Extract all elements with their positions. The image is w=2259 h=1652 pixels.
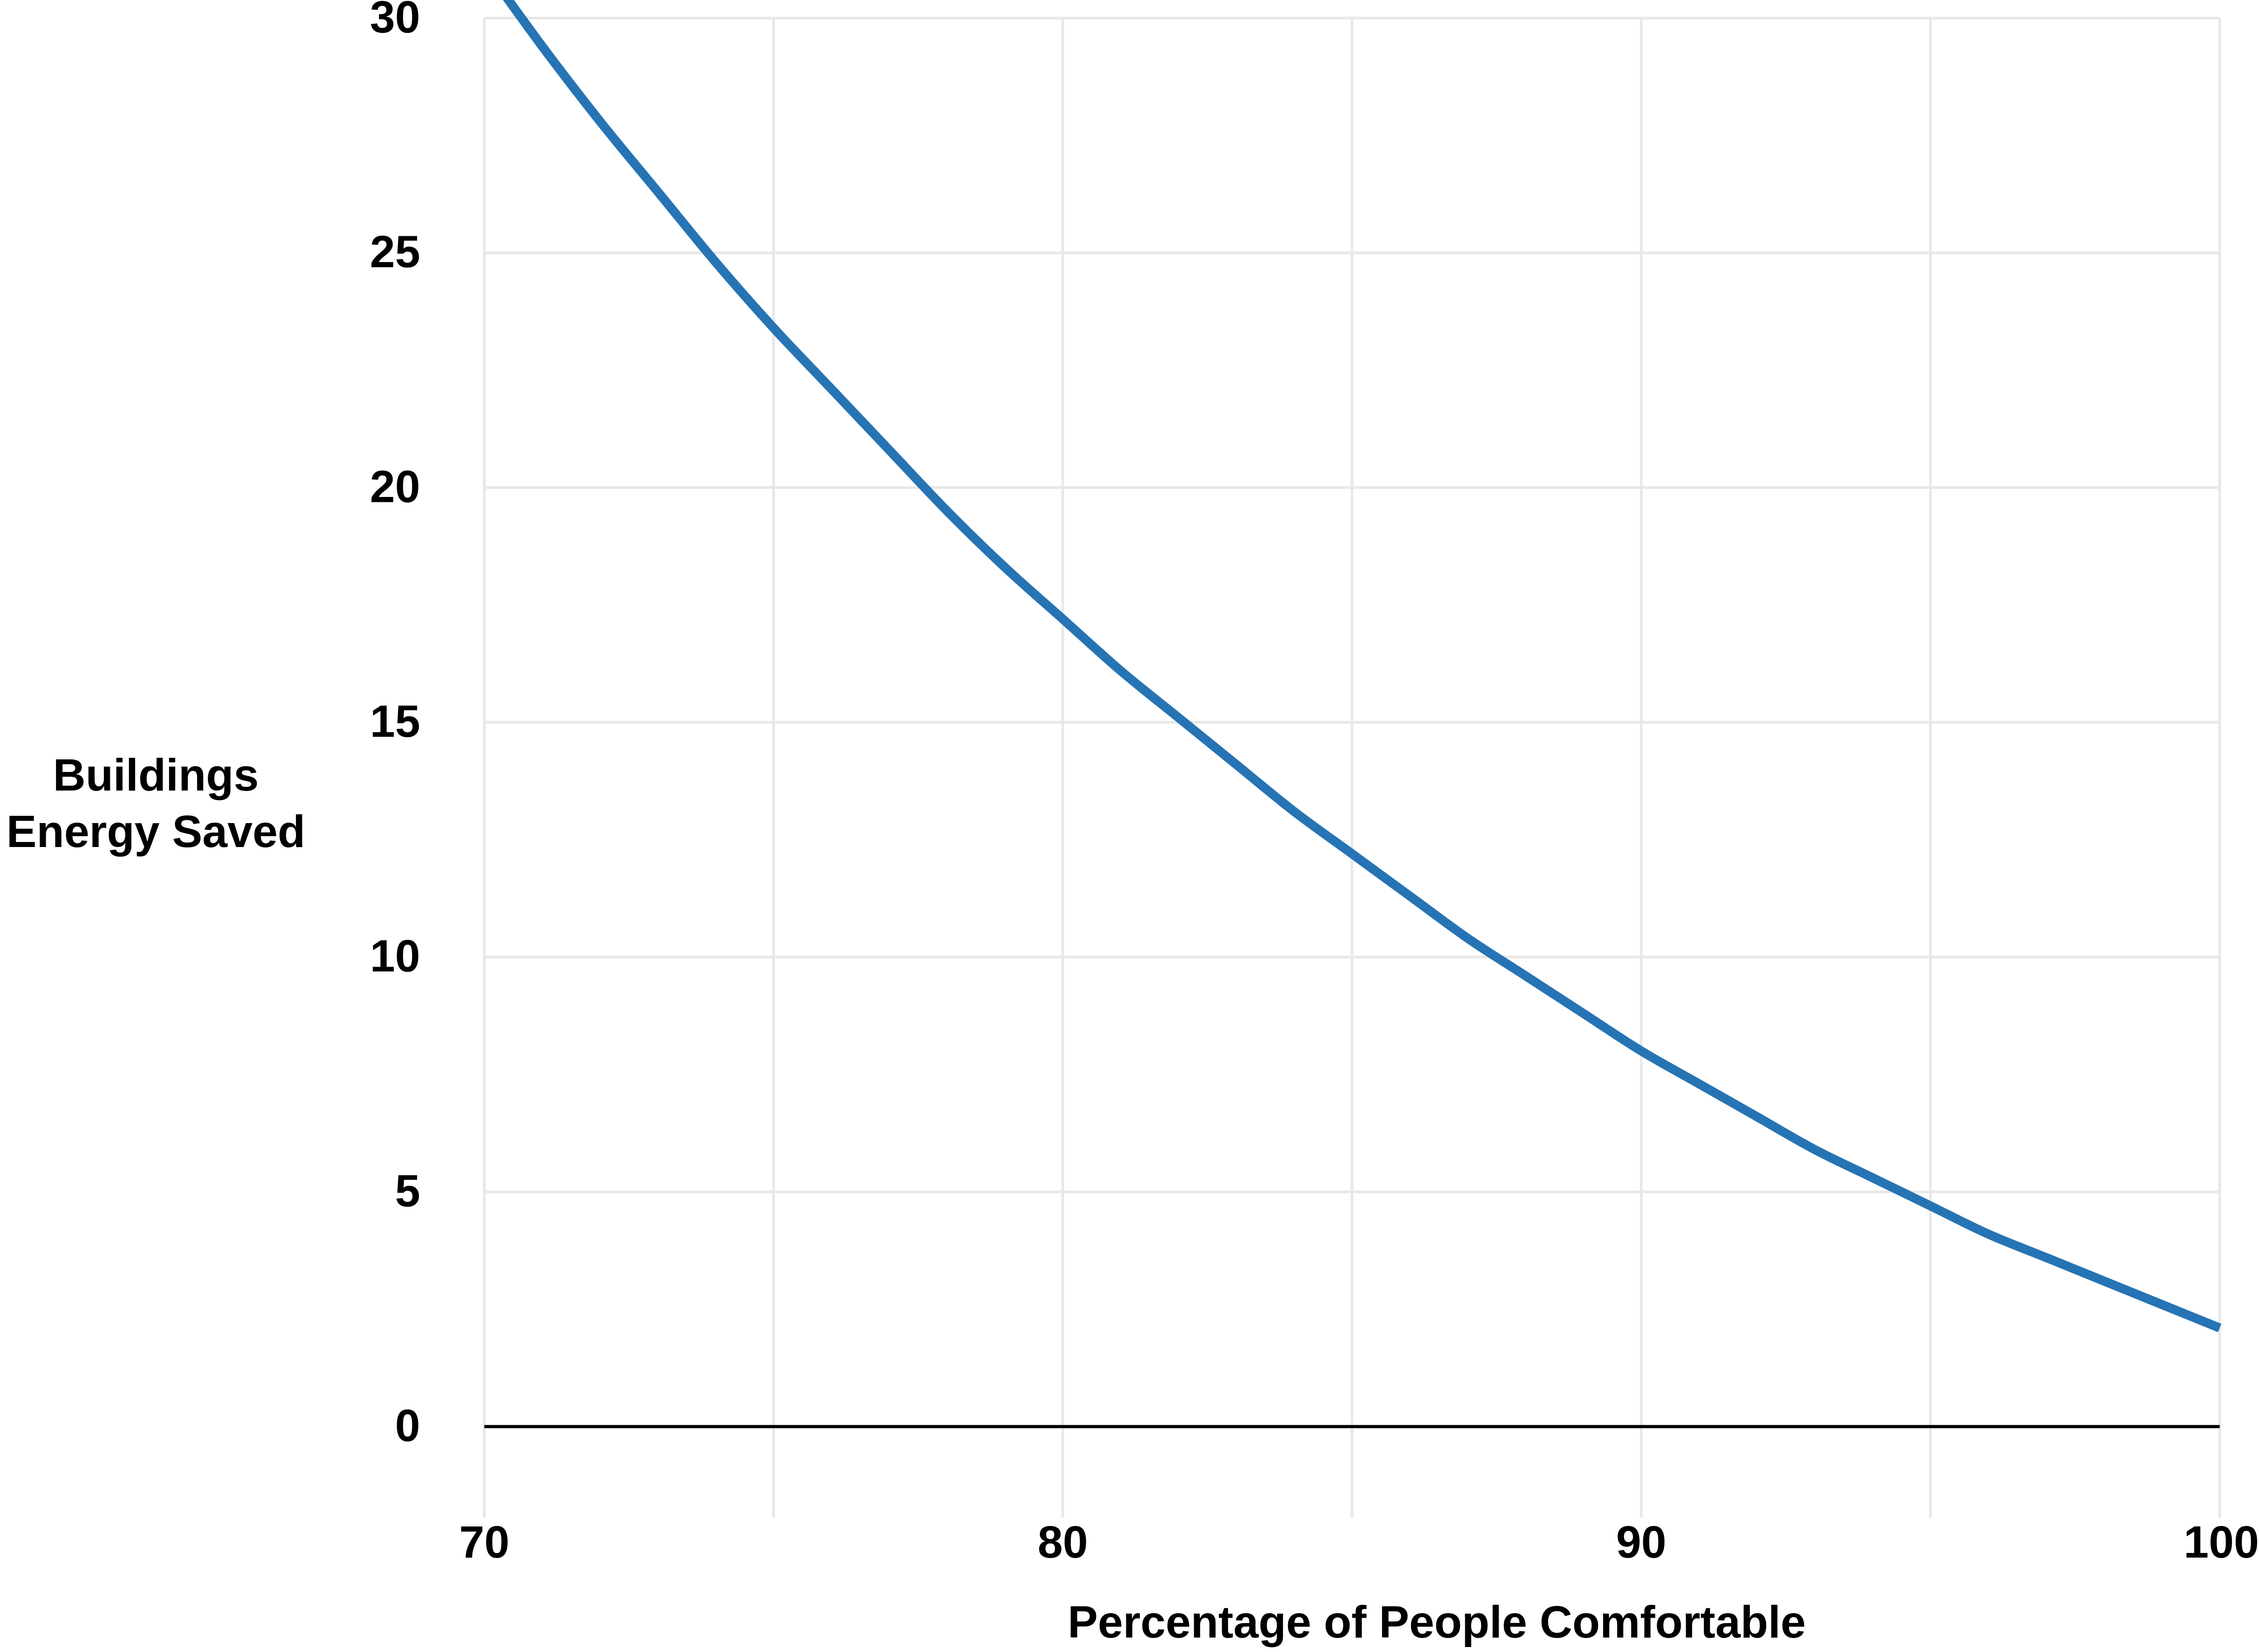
x-tick-label-80: 80	[1038, 1517, 1088, 1568]
y-axis-title: Buildings Energy Saved	[6, 750, 305, 857]
y-axis-title-line-1: Buildings	[53, 750, 259, 800]
grid	[483, 17, 2221, 1518]
y-tick-label-25: 25	[370, 227, 420, 277]
y-tick-labels: 0 5 10 15 20 25 30	[370, 0, 420, 1451]
x-axis-title: Percentage of People Comfortable	[1068, 1597, 1806, 1647]
y-tick-label-15: 15	[370, 696, 420, 747]
y-axis-title-line-2: Energy Saved	[6, 806, 305, 857]
series-group	[503, 0, 2222, 1332]
x-tick-labels: 70 80 90 100	[459, 1517, 2259, 1568]
y-tick-label-5: 5	[395, 1165, 420, 1216]
y-tick-label-10: 10	[370, 931, 420, 982]
y-tick-label-0: 0	[395, 1400, 420, 1451]
y-tick-label-30: 30	[370, 0, 420, 42]
x-tick-label-100: 100	[2184, 1517, 2259, 1568]
x-tick-label-70: 70	[459, 1517, 509, 1568]
y-tick-label-20: 20	[370, 461, 420, 512]
series-line-0	[503, 0, 2222, 1332]
x-tick-label-90: 90	[1616, 1517, 1666, 1568]
